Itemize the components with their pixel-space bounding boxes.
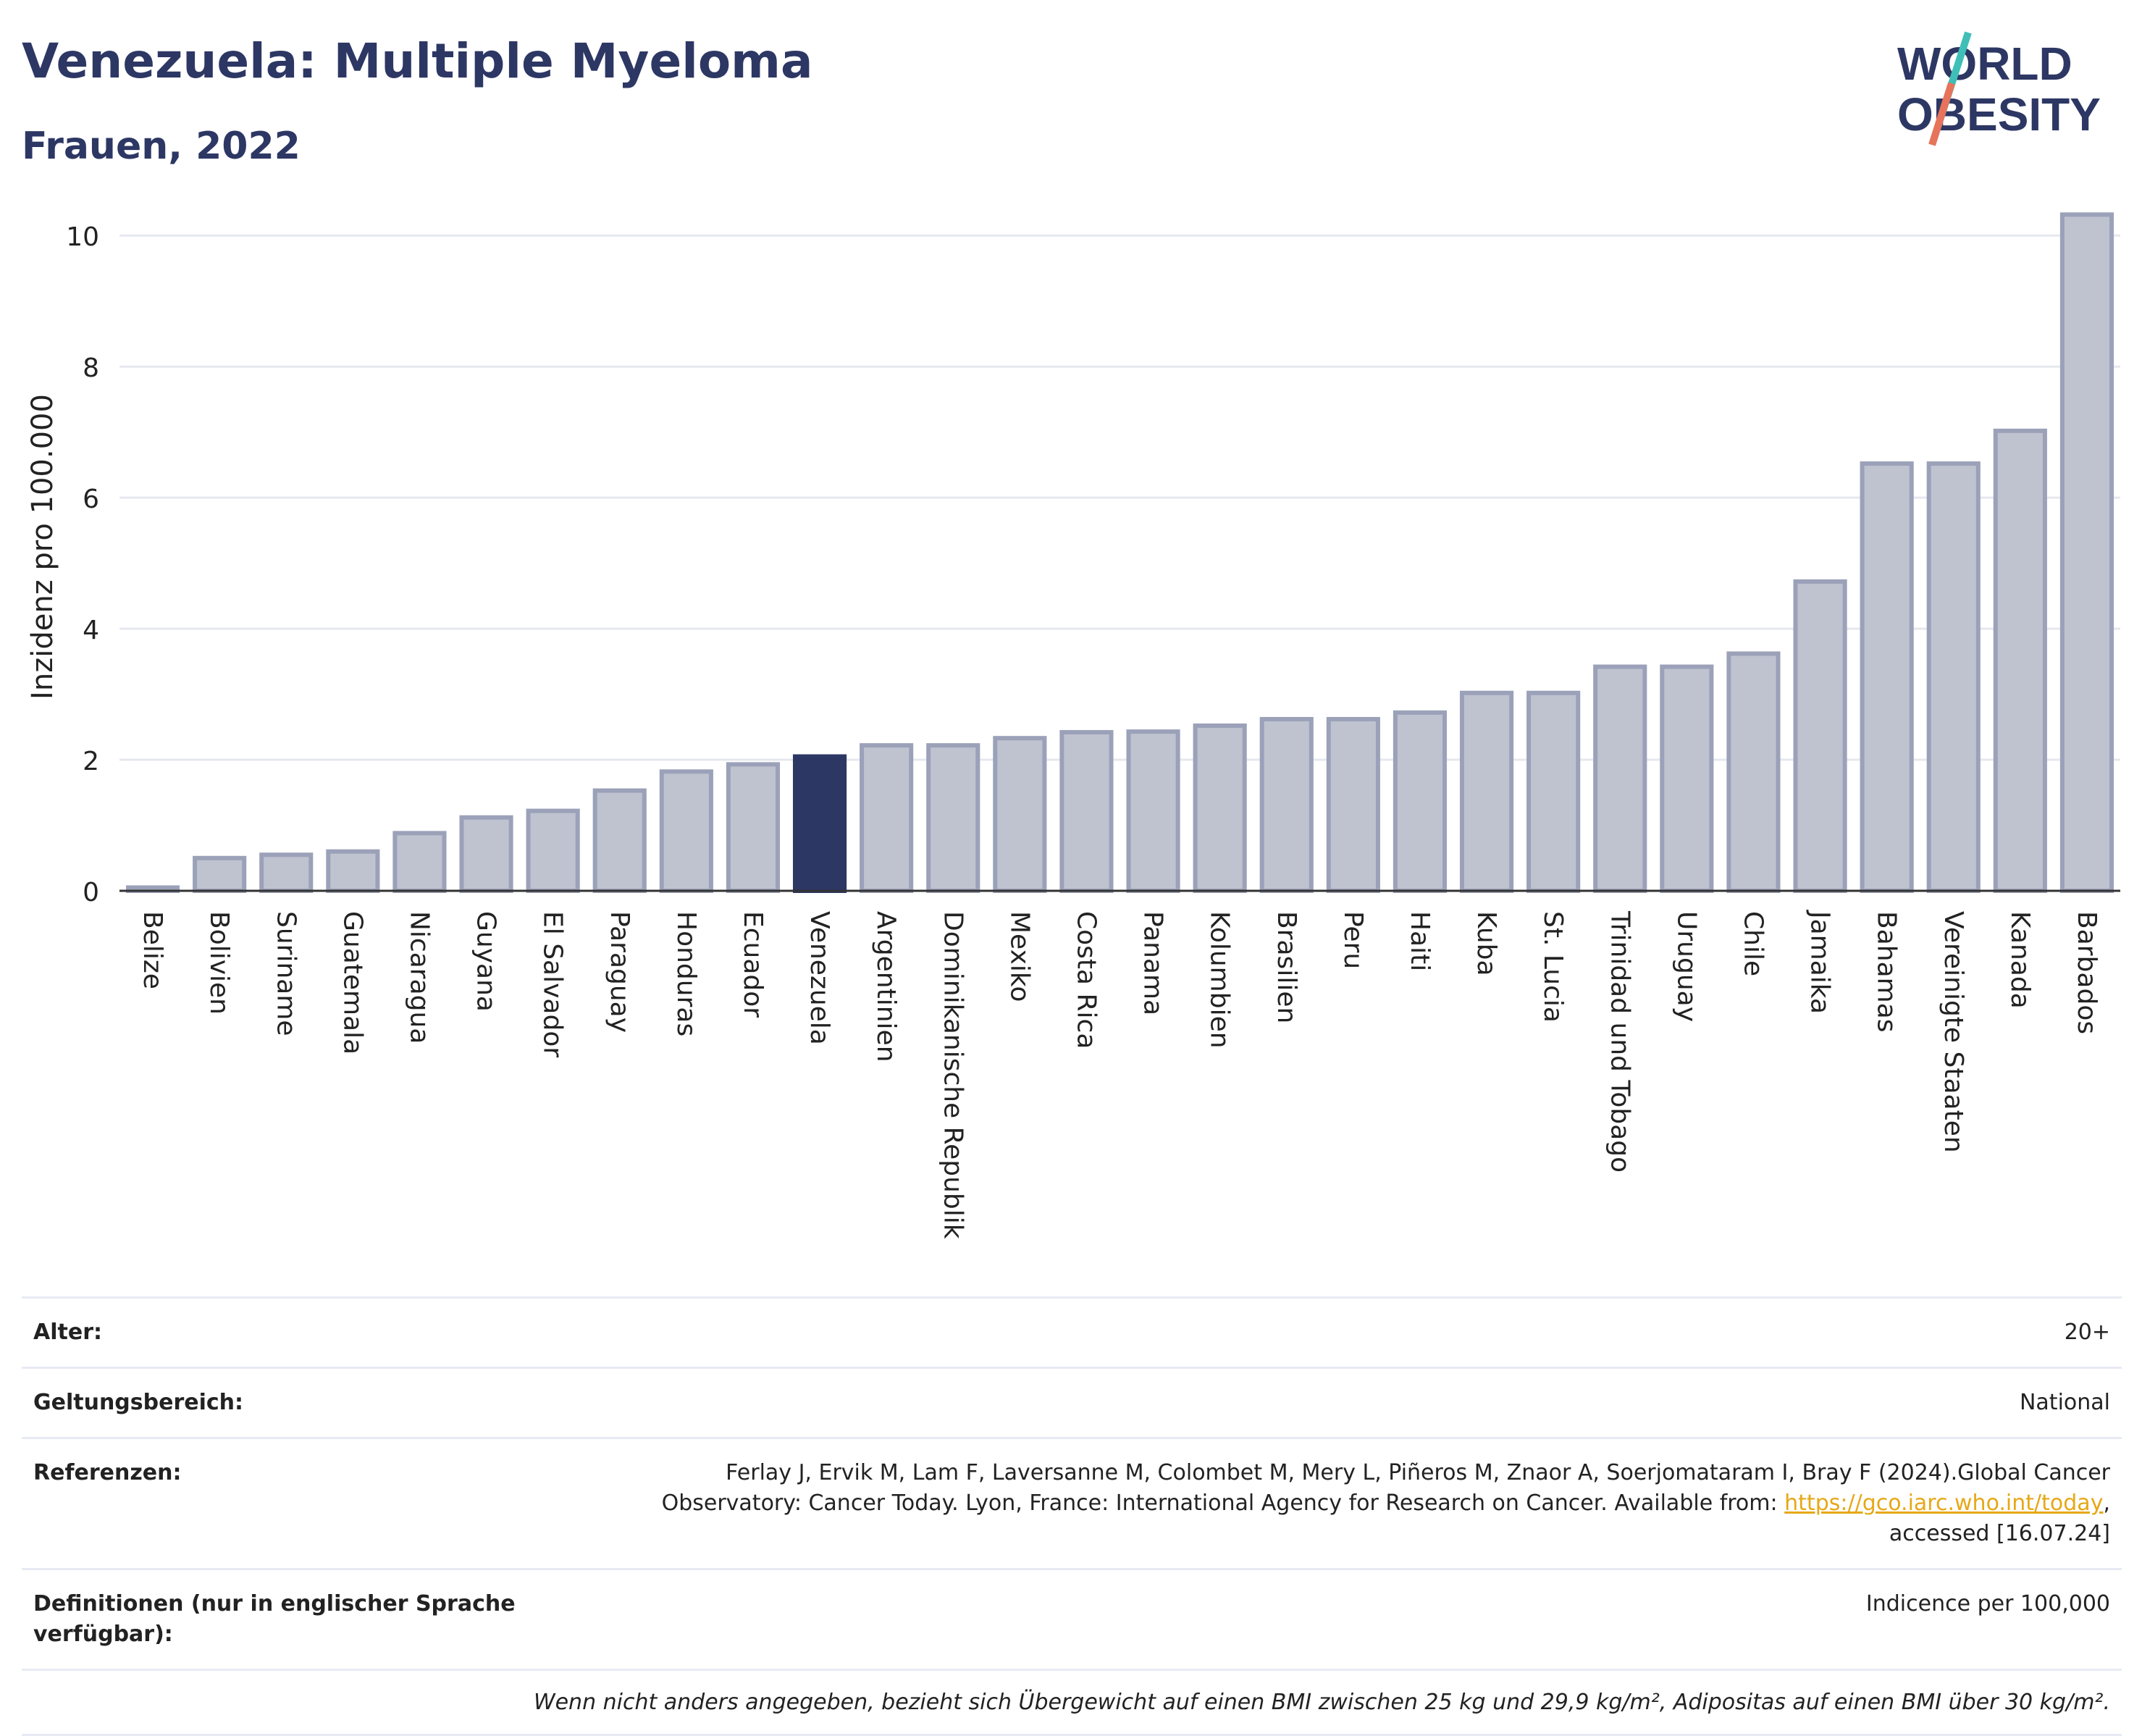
x-tick-label: Ecuador xyxy=(738,911,768,1018)
x-tick-label: El Salvador xyxy=(538,911,568,1057)
x-tick-label: Dominikanische Republik xyxy=(938,911,967,1239)
bar-peru xyxy=(1326,716,1380,894)
x-tick-label: Barbados xyxy=(2072,911,2101,1034)
bar-st.-lucia xyxy=(1526,690,1581,893)
x-tick-label: Suriname xyxy=(271,911,301,1036)
logo-slash-coral xyxy=(1928,82,1955,146)
x-tick-label: Haiti xyxy=(1405,911,1435,971)
meta-label: Definitionen (nur in englischer Sprache … xyxy=(33,1591,516,1647)
grid-lines xyxy=(119,234,2120,761)
x-tick-label: Argentinien xyxy=(871,911,901,1062)
references-link[interactable]: https://gco.iarc.who.int/today xyxy=(1784,1490,2104,1516)
footnote: Wenn nicht anders angegeben, bezieht sic… xyxy=(22,1669,2122,1736)
references-text: Ferlay J, Ervik M, Lam F, Laversanne M, … xyxy=(604,1458,2110,1549)
bar-nicaragua xyxy=(392,831,447,894)
x-tick-label: Kanada xyxy=(2005,911,2035,1009)
y-tick-label: 0 xyxy=(83,878,99,907)
bar-chile xyxy=(1726,651,1781,893)
y-axis-label: Inzidenz pro 100.000 xyxy=(26,394,59,700)
bar-guyana xyxy=(459,815,513,893)
references-suffix: , accessed [16.07.24] xyxy=(1889,1490,2110,1546)
bar-kolumbien xyxy=(1193,724,1247,893)
logo-line1: WORLD xyxy=(1897,38,2072,90)
x-tick-label: Belize xyxy=(138,911,167,989)
x-tick-label: Jamaika xyxy=(1805,910,1835,1014)
bar-guatemala xyxy=(326,849,380,893)
bar-venezuela xyxy=(792,754,847,893)
meta-label: Alter: xyxy=(33,1320,102,1345)
y-tick-label: 4 xyxy=(83,616,99,645)
meta-value: Indicence per 100,000 xyxy=(1865,1591,2110,1617)
bar-panama xyxy=(1126,729,1180,894)
x-tick-label: St. Lucia xyxy=(1538,911,1568,1023)
x-tick-label: Guatemala xyxy=(337,911,367,1054)
x-tick-label: Brasilien xyxy=(1272,911,1301,1023)
bar-uruguay xyxy=(1660,664,1714,893)
x-tick-label: Paraguay xyxy=(605,911,634,1033)
logo-line2: OBESITY xyxy=(1897,88,2101,141)
meta-row-scope: Geltungsbereich: National xyxy=(22,1367,2122,1437)
y-tick-label: 10 xyxy=(66,222,99,252)
chart-subtitle: Frauen, 2022 xyxy=(22,125,301,168)
chart-title: Venezuela: Multiple Myeloma xyxy=(22,33,813,89)
x-tick-label: Venezuela xyxy=(805,911,834,1045)
x-tick-label: Trinidad und Tobago xyxy=(1605,910,1634,1173)
meta-row-definitions: Definitionen (nur in englischer Sprache … xyxy=(22,1568,2122,1669)
meta-label: Geltungsbereich: xyxy=(33,1390,244,1415)
bar-kuba xyxy=(1459,690,1514,893)
x-tick-label: Mexiko xyxy=(1004,911,1034,1002)
x-tick-label: Bahamas xyxy=(1872,911,1902,1033)
bar-brasilien xyxy=(1259,716,1314,894)
bar-haiti xyxy=(1393,710,1448,894)
meta-row-references: Referenzen: Ferlay J, Ervik M, Lam F, La… xyxy=(22,1437,2122,1568)
bar-honduras xyxy=(659,769,713,894)
bar-el-salvador xyxy=(526,808,580,893)
meta-value: National xyxy=(2019,1390,2110,1415)
x-tick-label: Kuba xyxy=(1471,911,1501,976)
x-tick-label: Honduras xyxy=(671,911,701,1036)
bar-mexiko xyxy=(993,736,1047,894)
x-tick-label: Nicaragua xyxy=(404,911,434,1044)
y-tick-labels: 0 2 4 6 8 10 xyxy=(66,222,99,907)
x-tick-label: Peru xyxy=(1338,911,1368,969)
bar-bolivien xyxy=(193,855,247,894)
y-tick-label: 8 xyxy=(83,353,99,383)
meta-row-age: Alter: 20+ xyxy=(22,1296,2122,1367)
bar-dominikanische-republik xyxy=(926,743,980,893)
bars xyxy=(125,212,2114,894)
y-tick-label: 2 xyxy=(83,747,99,776)
y-tick-label: 6 xyxy=(83,485,99,514)
metadata-table: Alter: 20+ Geltungsbereich: National Ref… xyxy=(22,1296,2122,1736)
bar-jamaika xyxy=(1793,579,1847,893)
references-body: Ferlay J, Ervik M, Lam F, Laversanne M, … xyxy=(661,1460,2110,1516)
x-tick-label: Panama xyxy=(1138,911,1168,1015)
bar-argentinien xyxy=(860,743,914,893)
bar-vereinigte-staaten xyxy=(1926,461,1981,893)
x-tick-label: Costa Rica xyxy=(1071,911,1101,1049)
x-tick-label: Bolivien xyxy=(204,911,234,1015)
bar-ecuador xyxy=(726,762,781,894)
bar-trinidad-und-tobago xyxy=(1593,664,1647,893)
bar-paraguay xyxy=(592,788,647,893)
x-tick-label: Guyana xyxy=(471,911,501,1012)
bar-kanada xyxy=(1993,428,2047,893)
bar-chart: 0 2 4 6 8 10 Belize Bolivien Suriname Guatemala N… xyxy=(26,212,2120,1239)
world-obesity-logo: WORLD OBESITY xyxy=(1897,31,2101,146)
bar-bahamas xyxy=(1860,461,1914,893)
bar-barbados xyxy=(2059,212,2114,893)
x-tick-labels: Belize Bolivien Suriname Guatemala Nicaragua… xyxy=(138,910,2101,1239)
bar-suriname xyxy=(259,852,314,893)
meta-value: 20+ xyxy=(2064,1320,2110,1345)
x-tick-label: Chile xyxy=(1738,911,1768,976)
bar-costa-rica xyxy=(1059,730,1114,893)
x-tick-label: Vereinigte Staaten xyxy=(1939,911,1968,1153)
meta-label: Referenzen: xyxy=(33,1460,182,1485)
x-tick-label: Kolumbien xyxy=(1205,911,1235,1049)
x-tick-label: Uruguay xyxy=(1671,911,1701,1022)
